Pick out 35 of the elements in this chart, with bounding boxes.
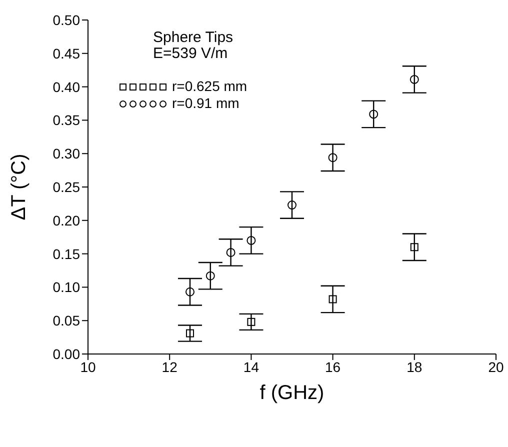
x-tick-label: 20 <box>488 358 504 375</box>
x-tick-label: 14 <box>243 358 260 375</box>
legend-label: r=0.91 mm <box>172 95 240 112</box>
point <box>328 153 338 162</box>
point <box>410 74 419 84</box>
point <box>328 295 337 304</box>
y-tick-label: 0.20 <box>52 212 80 228</box>
y-tick-label: 0.15 <box>52 246 80 262</box>
point <box>369 110 378 119</box>
point <box>288 200 296 210</box>
y-tick-label: 0.50 <box>52 12 80 28</box>
point <box>206 271 215 280</box>
point <box>226 248 236 257</box>
point <box>247 318 256 326</box>
y-tick-label: 0.40 <box>52 78 80 95</box>
point <box>186 329 194 338</box>
y-tick-label: 0.00 <box>52 346 80 362</box>
annotation: Sphere Tips <box>153 29 234 46</box>
x-tick-label: 18 <box>406 358 422 375</box>
annotation: E=539 V/m <box>153 45 228 62</box>
y-axis-title: ΔT (°C) <box>8 154 30 220</box>
y-tick-label: 0.10 <box>52 279 80 296</box>
y-tick-label: 0.30 <box>52 146 80 162</box>
point <box>246 236 256 245</box>
legend-label: r=0.625 mm <box>172 78 248 95</box>
y-tick-label: 0.35 <box>52 112 80 128</box>
x-axis-title: f (GHz) <box>260 382 324 404</box>
x-tick-label: 12 <box>162 358 178 375</box>
x-tick-label: 16 <box>325 358 341 375</box>
y-tick-label: 0.05 <box>52 312 80 329</box>
point <box>186 287 194 296</box>
y-tick-label: 0.45 <box>52 45 80 62</box>
y-tick-label: 0.25 <box>52 178 80 195</box>
point <box>410 243 418 252</box>
x-tick-label: 10 <box>80 358 96 375</box>
